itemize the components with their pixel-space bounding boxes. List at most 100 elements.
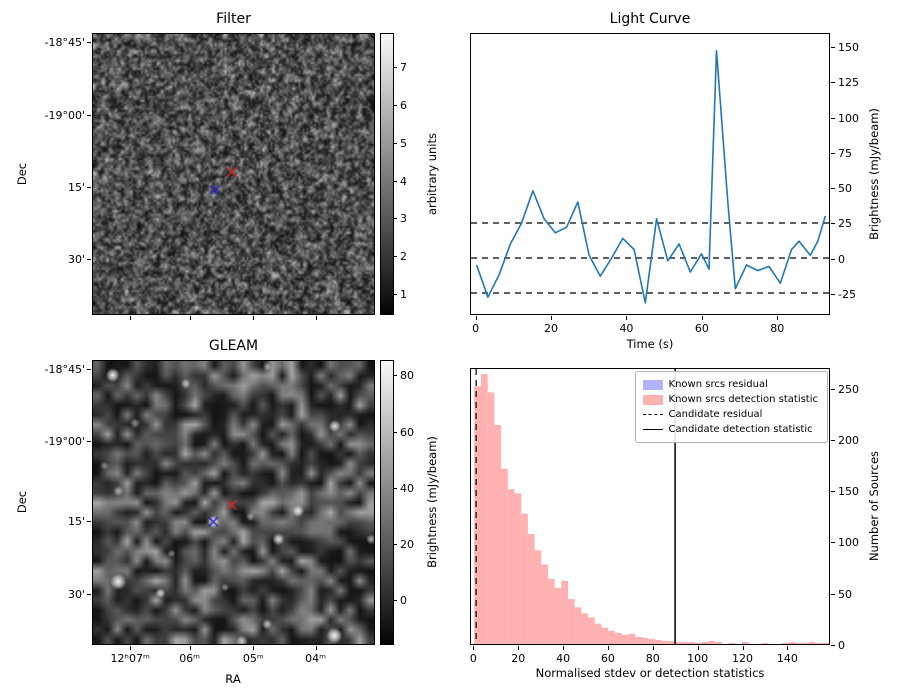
tick-mark: [253, 316, 255, 320]
tick-mark: [394, 543, 397, 545]
tick-label: 60: [600, 652, 615, 665]
tick-label: 150: [838, 485, 859, 499]
histogram-bar: [574, 607, 582, 644]
tick-label: 60: [400, 425, 414, 439]
tick-label: 75: [838, 146, 852, 160]
histogram-bar: [608, 630, 615, 644]
histogram-bar: [802, 642, 809, 644]
tick-label: 5: [400, 136, 407, 150]
tick-label: 250: [838, 382, 859, 396]
histogram-bar: [655, 639, 662, 644]
tick-label: 15': [67, 515, 85, 529]
filter-map-panel: [92, 33, 375, 315]
tick-label: 25: [838, 217, 852, 231]
tick-mark: [394, 487, 397, 489]
histogram-bar: [601, 627, 609, 644]
tick-label: 100: [687, 652, 709, 665]
histogram-bar: [594, 623, 602, 644]
tick-label: 125: [838, 76, 859, 90]
tick-mark: [831, 542, 835, 544]
tick-label: 50: [838, 587, 852, 601]
tick-label: 50: [838, 182, 852, 196]
histogram-bar: [695, 642, 702, 644]
light-curve-plot: [471, 49, 829, 304]
histogram-bar: [481, 374, 488, 644]
tick-mark: [607, 646, 609, 650]
histogram-bar: [708, 640, 716, 644]
tick-mark: [831, 223, 835, 225]
tick-mark: [777, 316, 779, 320]
tick-mark: [87, 114, 91, 116]
tick-label: 60: [694, 322, 709, 335]
histogram-bar: [681, 641, 689, 644]
tick-label: -25: [838, 287, 856, 301]
histogram-bar: [541, 564, 548, 644]
tick-mark: [831, 258, 835, 260]
legend-swatch-residual: [642, 379, 663, 390]
tick-mark: [831, 188, 835, 190]
tick-label: 40: [400, 481, 414, 495]
legend-solid-line-icon: [642, 429, 663, 430]
tick-mark: [189, 316, 191, 320]
tick-label: 20: [511, 652, 526, 665]
tick-label: 140: [776, 652, 798, 665]
histogram-bar: [701, 641, 709, 644]
tick-mark: [87, 42, 91, 44]
gleam-xlabel: RA: [225, 672, 241, 686]
tick-mark: [394, 431, 397, 433]
histogram-bar: [641, 637, 649, 644]
tick-mark: [831, 117, 835, 119]
tick-mark: [831, 593, 835, 595]
tick-label: 120: [732, 652, 754, 665]
tick-mark: [701, 316, 703, 320]
histogram-bar: [561, 580, 569, 644]
histogram-bar: [675, 641, 682, 644]
tick-mark: [315, 646, 317, 650]
tick-label: 40: [619, 322, 634, 335]
tick-mark: [652, 646, 654, 650]
histogram-bar: [547, 578, 555, 644]
histogram-bar: [554, 587, 562, 644]
tick-label: 150: [838, 41, 859, 55]
histogram-bar: [581, 613, 589, 644]
tick-mark: [87, 368, 91, 370]
tick-label: 30': [67, 252, 85, 266]
tick-label: 06ᵐ: [179, 652, 201, 665]
filter-colorbar: [380, 33, 394, 315]
tick-mark: [742, 646, 744, 650]
tick-label: -18°45': [44, 362, 86, 376]
tick-label: 6: [400, 98, 407, 112]
tick-mark: [87, 186, 91, 188]
tick-mark: [87, 441, 91, 443]
tick-label: 0: [400, 594, 407, 608]
tick-label: 12ʰ07ᵐ: [110, 652, 150, 665]
histogram-bar: [822, 642, 829, 644]
tick-mark: [394, 294, 397, 296]
tick-label: -19°00': [44, 435, 86, 449]
tick-mark: [473, 646, 475, 650]
light-curve-line: [475, 49, 827, 304]
tick-label: 1: [400, 288, 407, 302]
histogram-bar: [795, 642, 803, 644]
tick-label: 100: [838, 111, 859, 125]
histogram-bar: [568, 599, 575, 644]
tick-label: 80: [770, 322, 785, 335]
legend-label-known-detection: Known srcs detection statistic: [668, 394, 818, 405]
histogram-bar: [661, 640, 669, 644]
histogram-bar: [474, 386, 482, 644]
tick-mark: [787, 646, 789, 650]
tick-label: -19°00': [44, 108, 86, 122]
tick-mark: [831, 293, 835, 295]
histogram-bar: [782, 642, 789, 644]
tick-mark: [394, 256, 397, 258]
light-curve-panel: [470, 33, 830, 315]
tick-mark: [394, 104, 397, 106]
light-curve-xlabel: Time (s): [626, 337, 674, 351]
tick-mark: [130, 646, 132, 650]
histogram-bar: [527, 534, 535, 644]
tick-label: 7: [400, 61, 407, 75]
tick-mark: [518, 646, 520, 650]
histogram-bar: [648, 638, 656, 644]
tick-label: 20: [400, 537, 414, 551]
